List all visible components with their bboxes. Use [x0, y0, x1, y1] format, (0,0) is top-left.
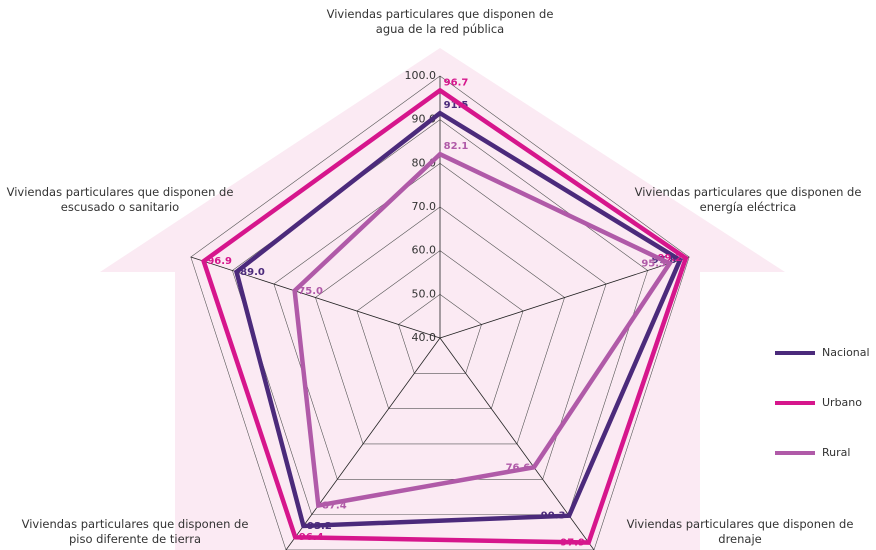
value-label: 82.1 [444, 141, 469, 152]
tick-label: 70.0 [412, 200, 437, 213]
value-label: 93.2 [307, 521, 332, 532]
legend-label: Rural [822, 446, 850, 459]
axis-label: Viviendas particulares que disponen de p… [21, 517, 249, 546]
legend-label: Nacional [822, 346, 870, 359]
grid-ring [273, 162, 607, 480]
value-label: 87.4 [322, 500, 347, 511]
tick-label: 50.0 [412, 287, 437, 300]
axis-label: Viviendas particulares que disponen de e… [6, 185, 234, 214]
spoke [439, 256, 690, 339]
tick-label: 40.0 [412, 331, 437, 344]
spoke [190, 256, 441, 339]
axis-label: Viviendas particulares que disponen de e… [634, 185, 862, 214]
value-label: 96.4 [299, 532, 324, 543]
axis-label: Viviendas particulares que disponen de a… [326, 7, 554, 36]
value-label: 96.7 [444, 77, 469, 88]
value-label: 75.0 [298, 286, 323, 297]
legend-label: Urbano [822, 396, 862, 409]
value-label: 91.5 [444, 100, 469, 111]
tick-label: 100.0 [405, 69, 437, 82]
value-label: 89.0 [240, 267, 265, 278]
axis-label: Viviendas particulares que disponen de d… [626, 517, 854, 546]
value-label: 96.9 [207, 256, 232, 267]
grid-ring [315, 206, 565, 445]
grid-ring [356, 250, 524, 409]
grid-ring [398, 293, 482, 374]
value-label: 99.2 [658, 253, 683, 264]
value-label: 95.3 [641, 258, 666, 269]
house-background [100, 48, 785, 550]
value-label: 97.9 [560, 538, 585, 549]
tick-label: 60.0 [412, 244, 437, 257]
series-line [201, 87, 689, 545]
series-line [292, 151, 673, 509]
series-line [233, 110, 683, 529]
value-label: 76.6 [506, 462, 531, 473]
value-label: 90.3 [541, 511, 566, 522]
spoke [285, 337, 441, 550]
